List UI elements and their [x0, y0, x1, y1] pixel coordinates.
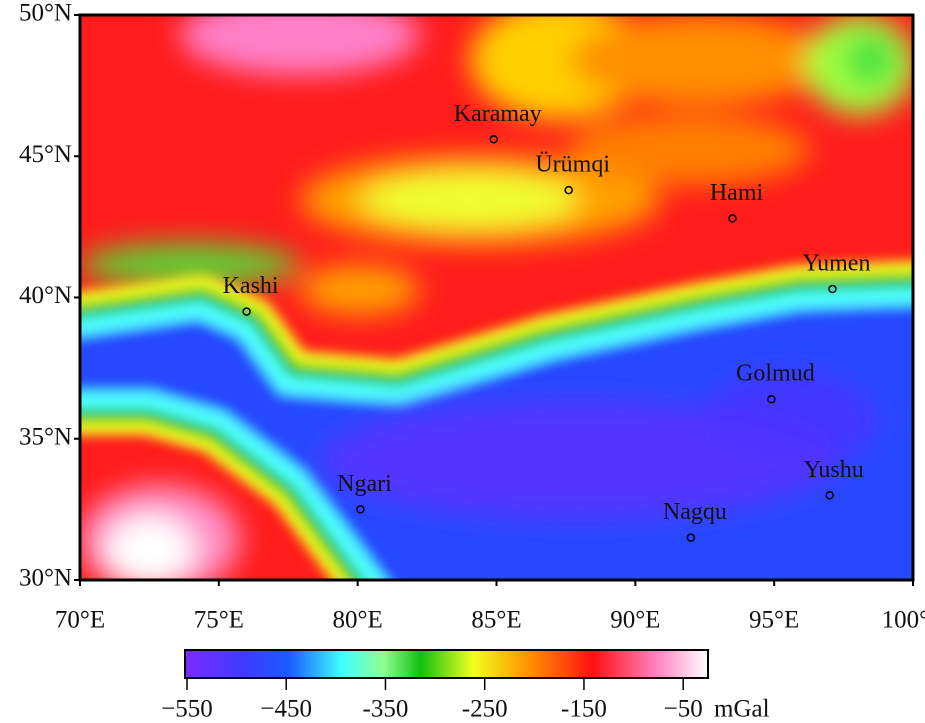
city-marker	[825, 491, 834, 500]
city-marker	[564, 185, 573, 195]
city-marker	[728, 214, 737, 223]
x-tick-label: 95°E	[749, 607, 799, 634]
city-marker	[686, 533, 696, 542]
city-marker	[242, 307, 251, 316]
x-tick-label: 75°E	[194, 607, 244, 634]
city-label: Yushu	[804, 457, 864, 483]
x-tick-label: 85°E	[471, 607, 521, 634]
y-tick-label: 35°N	[19, 423, 72, 450]
city-label: Kashi	[223, 273, 279, 299]
city-label: Nagqu	[663, 499, 727, 525]
city-label: Karamay	[454, 101, 542, 127]
colorbar	[184, 649, 709, 679]
x-tick-label: 80°E	[333, 607, 383, 634]
city-marker	[828, 284, 837, 294]
y-tick-label: 45°N	[19, 141, 72, 168]
city-marker	[489, 135, 498, 144]
colorbar-tick-label: −550	[161, 696, 213, 723]
x-tick-label: 100°E	[882, 607, 925, 634]
city-label: Yumen	[802, 251, 870, 277]
gravity-field	[80, 15, 913, 580]
colorbar-tick-label: -350	[363, 696, 409, 723]
y-tick-label: 40°N	[19, 282, 72, 309]
city-label: Ngari	[337, 471, 392, 497]
colorbar-tick-label: -150	[561, 696, 607, 723]
city-label: Ürümqi	[535, 152, 610, 178]
city-label: Golmud	[736, 361, 815, 387]
y-tick-label: 30°N	[19, 565, 72, 592]
colorbar-unit: mGal	[714, 696, 770, 723]
y-tick-label: 50°N	[19, 0, 72, 27]
city-marker	[356, 505, 365, 514]
colorbar-tick-label: −450	[260, 696, 312, 723]
x-tick-label: 70°E	[55, 607, 105, 634]
colorbar-tick-label: -250	[462, 696, 508, 723]
colorbar-tick-label: −50	[664, 696, 703, 723]
city-marker	[767, 394, 776, 404]
overlay: 70°E 75°E 80°E 85°E 90°E 95°E 100°E 30°N 35°N 40°…	[19, 0, 925, 723]
x-tick-label: 90°E	[610, 607, 660, 634]
city-label: Hami	[710, 180, 764, 206]
